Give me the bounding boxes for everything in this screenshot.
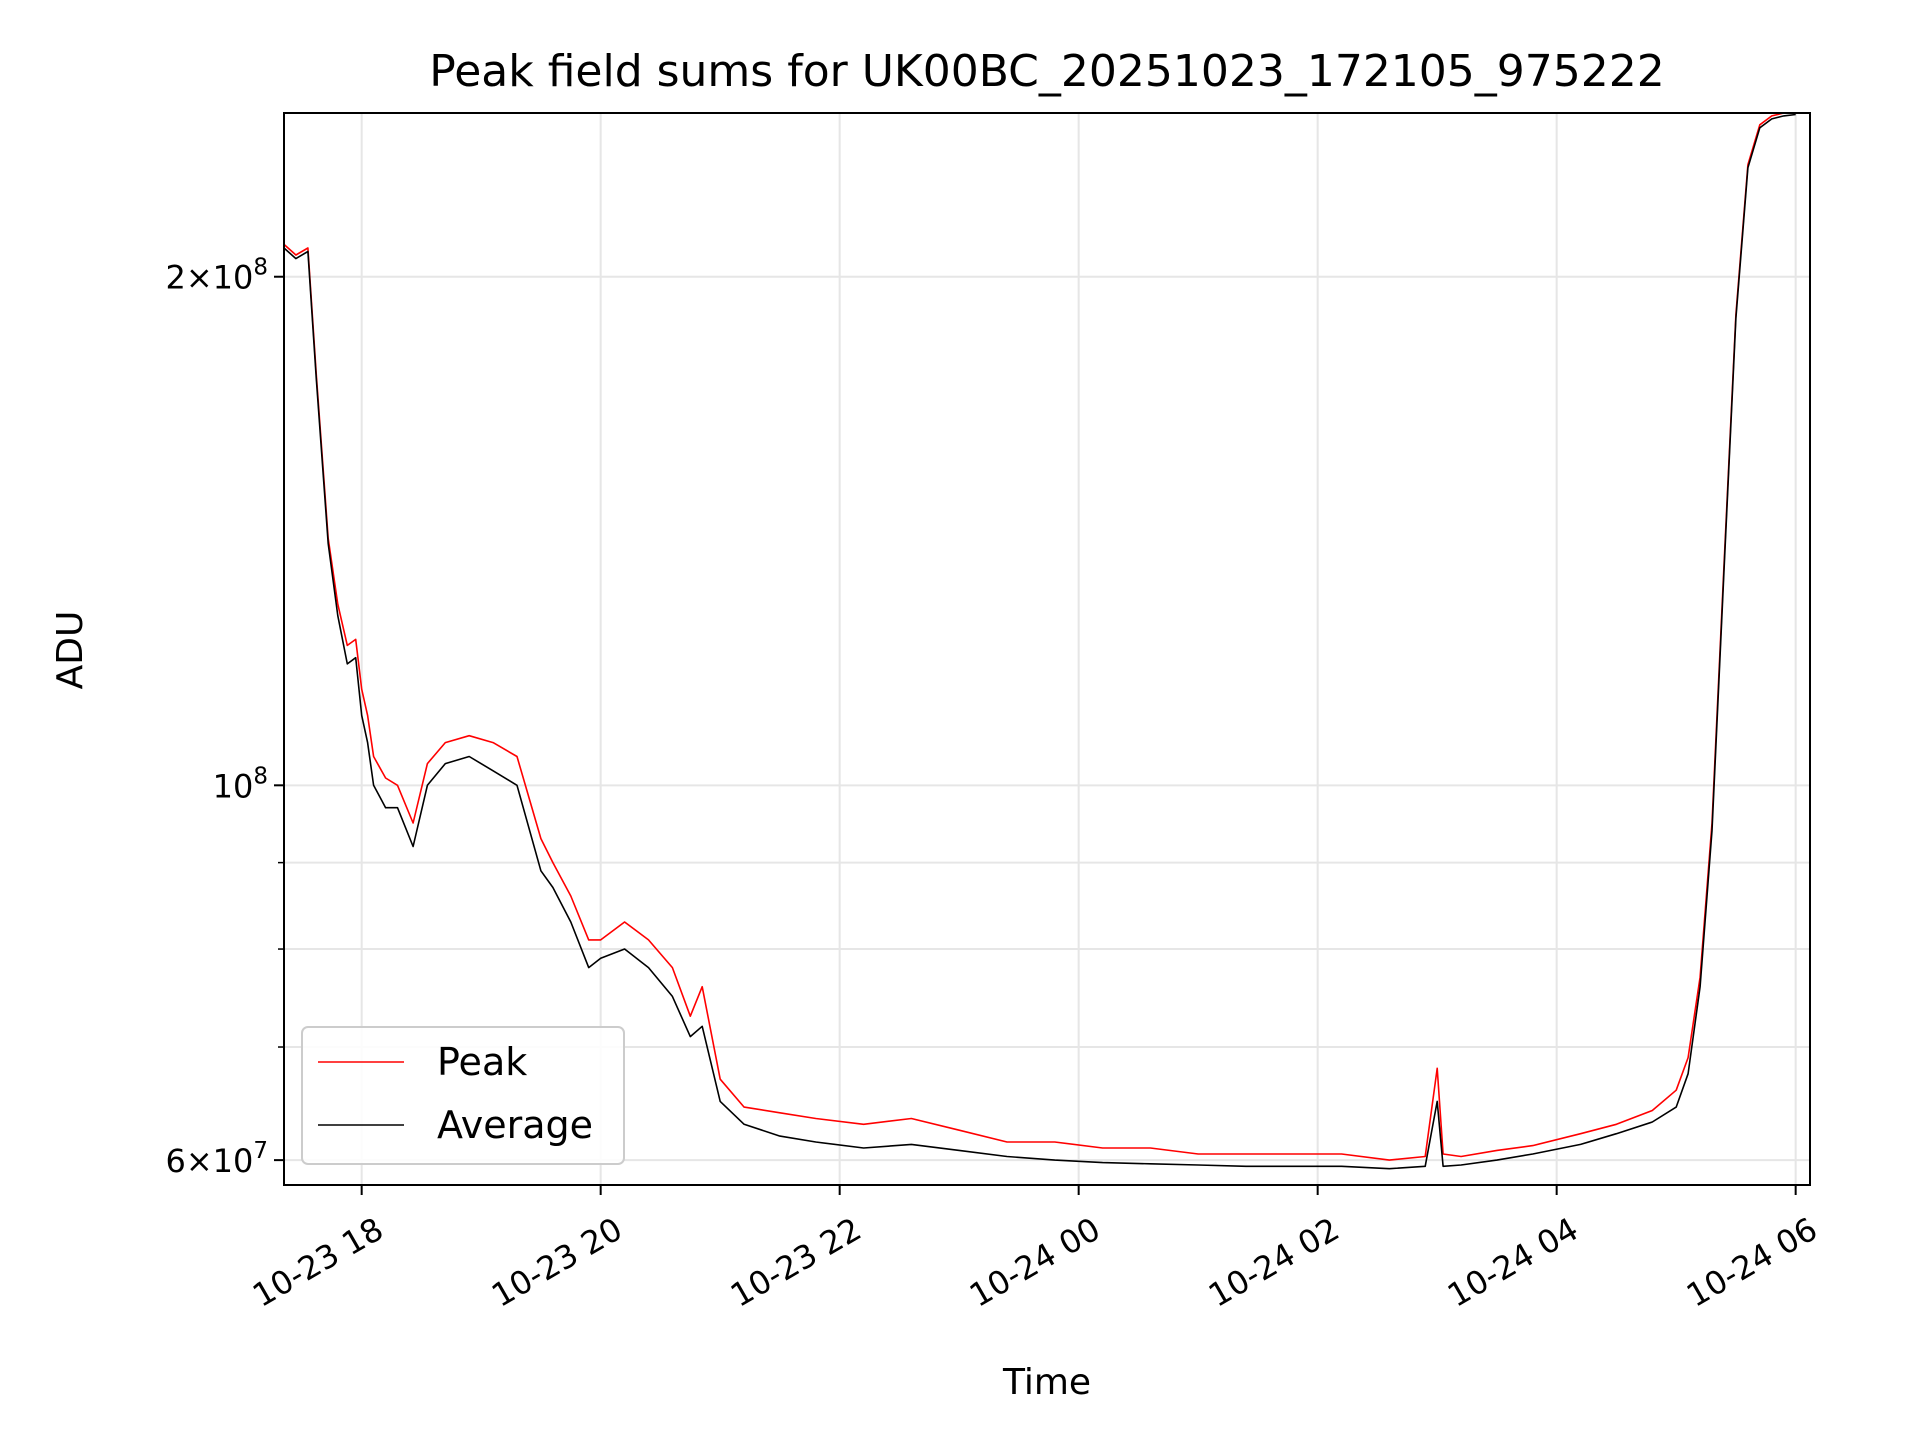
legend-label-average: Average [437, 1103, 593, 1147]
series-lines [284, 113, 1796, 1170]
legend: Peak Average [301, 1026, 625, 1165]
y-tick-label: 108 [213, 763, 268, 805]
x-axis-label: Time [1002, 1362, 1091, 1403]
y-tick-label: 2×108 [165, 255, 268, 297]
y-tick-base: 2 [165, 259, 185, 297]
y-tick-label: 6×107 [165, 1138, 268, 1180]
plot-frame [283, 112, 1811, 1186]
series-line-peak [284, 113, 1796, 1161]
y-tick-exponent: 8 [253, 763, 268, 789]
legend-label-peak: Peak [437, 1040, 527, 1084]
series-line-average [284, 113, 1796, 1170]
y-tick-times: × [186, 259, 213, 297]
y-axis-label: ADU [50, 611, 91, 690]
y-tick-exponent: 8 [253, 255, 268, 281]
y-tick-exponent: 7 [253, 1138, 268, 1164]
chart-title: Peak field sums for UK00BC_20251023_1721… [429, 46, 1665, 97]
y-tick-mantissa: 10 [213, 767, 254, 805]
y-tick-times: × [186, 1142, 213, 1180]
y-tick-mantissa: 10 [213, 1142, 254, 1180]
y-tick-mantissa: 10 [213, 259, 254, 297]
y-tick-base: 6 [165, 1142, 185, 1180]
